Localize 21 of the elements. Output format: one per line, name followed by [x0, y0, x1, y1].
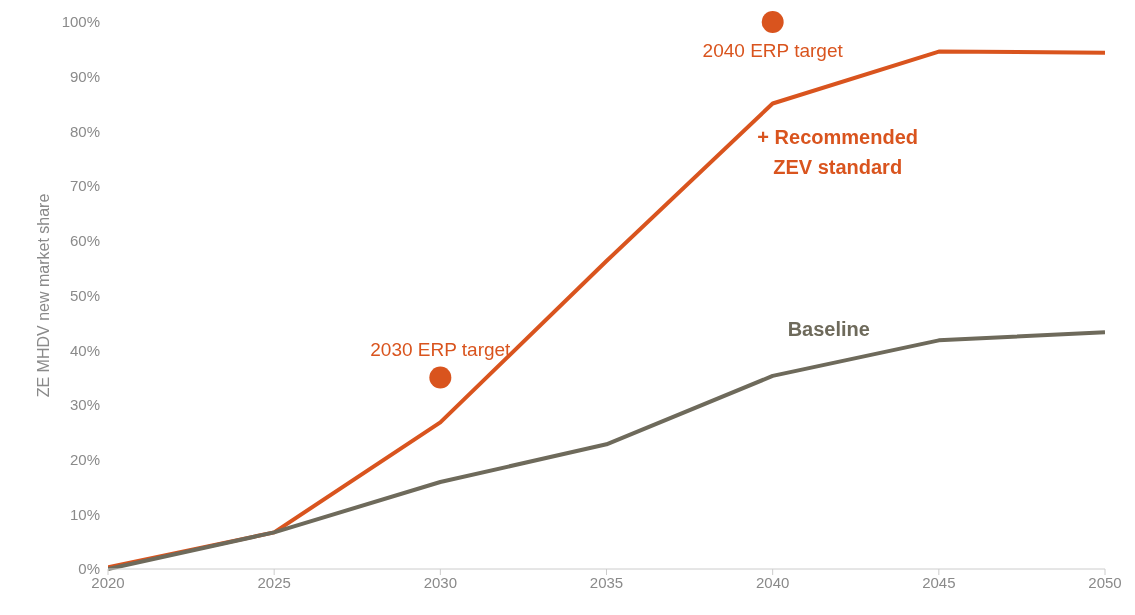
series-label: + Recommended ZEV standard: [757, 125, 918, 178]
x-tick-label: 2045: [922, 573, 956, 591]
y-tick-label: 50%: [69, 286, 100, 304]
x-tick-label: 2035: [589, 573, 624, 591]
y-tick-label: 20%: [69, 450, 100, 468]
y-axis-title: ZE MHDV new market share: [34, 193, 52, 398]
annotation: 2030 ERP target: [370, 338, 512, 360]
y-tick-label: 100%: [61, 13, 100, 31]
annotation: 2040 ERP target: [702, 40, 844, 62]
y-tick-label: 10%: [69, 505, 100, 523]
x-tick-label: 2025: [257, 573, 291, 591]
y-tick-label: 70%: [69, 177, 100, 195]
y-tick-label: 80%: [69, 122, 100, 140]
x-tick-label: 2050: [1088, 573, 1122, 591]
y-tick-label: 30%: [69, 396, 100, 414]
x-tick-label: 2040: [755, 573, 790, 591]
x-tick-label: 2030: [423, 573, 458, 591]
y-tick-label: 60%: [69, 232, 100, 250]
series-label: Baseline: [787, 317, 870, 340]
y-tick-label: 90%: [69, 68, 100, 86]
y-tick-label: 40%: [69, 341, 100, 359]
